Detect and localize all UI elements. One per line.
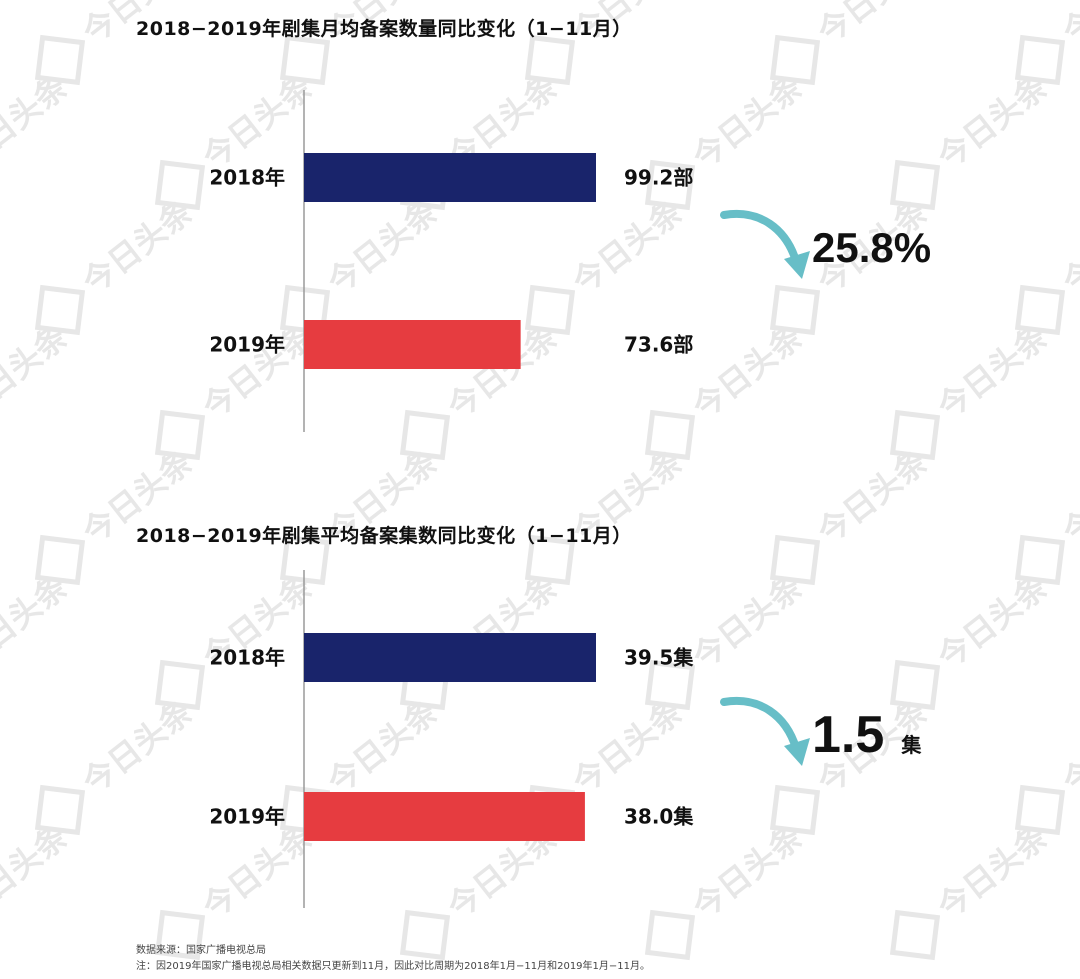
value-label: 38.0集	[624, 805, 694, 829]
change-value: 25.8%	[812, 224, 931, 271]
chart-title: 2018−2019年剧集平均备案集数同比变化（1−11月）	[136, 525, 632, 547]
curved-down-arrow-icon	[720, 696, 810, 766]
footer-notes: 数据来源：国家广播电视总局 注：因2019年国家广播电视总局相关数据只更新到11…	[136, 943, 650, 975]
bar-2019年	[304, 320, 521, 369]
curved-down-arrow-icon	[720, 209, 810, 279]
category-label: 2019年	[209, 805, 285, 829]
category-label: 2018年	[209, 166, 285, 190]
category-label: 2018年	[209, 646, 285, 670]
value-label: 39.5集	[624, 646, 694, 670]
chart-title: 2018−2019年剧集月均备案数量同比变化（1−11月）	[136, 18, 632, 40]
bar-chart-average-episodes: 2018年 39.5集 2019年 38.0集 1.5 集	[209, 570, 922, 908]
change-unit: 集	[900, 733, 922, 757]
footnote: 注：因2019年国家广播电视总局相关数据只更新到11月，因此对比周期为2018年…	[136, 961, 651, 972]
value-label: 73.6部	[624, 333, 693, 357]
source-note: 数据来源：国家广播电视总局	[136, 945, 266, 956]
bar-2018年	[304, 633, 596, 682]
change-value: 1.5	[812, 706, 884, 764]
bar-2019年	[304, 792, 585, 841]
category-label: 2019年	[209, 333, 285, 357]
chart-panel-average-episodes: 2018−2019年剧集平均备案集数同比变化（1−11月） 2018年 39.5集…	[136, 525, 922, 908]
